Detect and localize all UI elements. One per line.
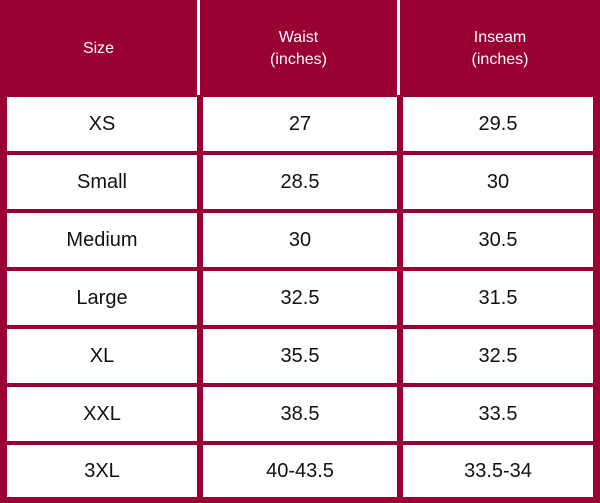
cell-waist-large: 32.5: [203, 271, 397, 325]
cell-inseam-xxl: 33.5: [403, 387, 593, 441]
cell-size-3xl: 3XL: [7, 445, 197, 497]
cell-waist-xl: 35.5: [203, 329, 397, 383]
cell-size-medium: Medium: [7, 213, 197, 267]
cell-inseam-large: 31.5: [403, 271, 593, 325]
cell-size-xs: XS: [7, 97, 197, 151]
cell-inseam-xs: 29.5: [403, 97, 593, 151]
cell-waist-medium: 30: [203, 213, 397, 267]
cell-size-large: Large: [7, 271, 197, 325]
cell-inseam-medium: 30.5: [403, 213, 593, 267]
cell-inseam-3xl: 33.5-34: [403, 445, 593, 497]
cell-waist-xs: 27: [203, 97, 397, 151]
cell-waist-xxl: 38.5: [203, 387, 397, 441]
cell-inseam-small: 30: [403, 155, 593, 209]
cell-inseam-xl: 32.5: [403, 329, 593, 383]
header-waist: Waist (inches): [200, 0, 400, 95]
cell-size-xxl: XXL: [7, 387, 197, 441]
header-size: Size: [0, 0, 200, 95]
header-inseam: Inseam (inches): [471, 28, 529, 68]
cell-waist-3xl: 40-43.5: [203, 445, 397, 497]
cell-size-xl: XL: [7, 329, 197, 383]
cell-waist-small: 28.5: [203, 155, 397, 209]
cell-size-small: Small: [7, 155, 197, 209]
